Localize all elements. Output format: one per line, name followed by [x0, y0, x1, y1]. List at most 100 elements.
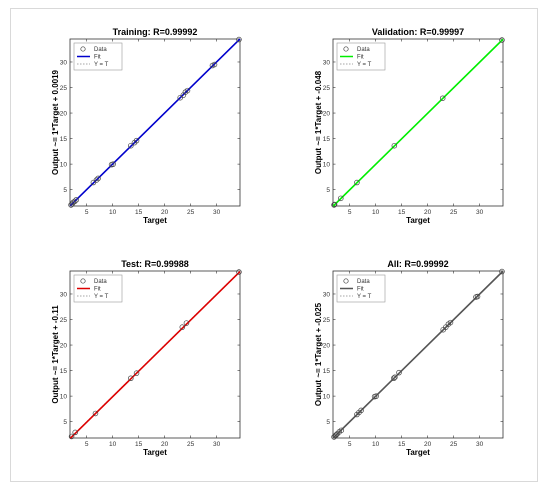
- y-tick-label: 15: [60, 136, 68, 143]
- legend-data-marker: [80, 46, 86, 52]
- y-tick-label: 25: [323, 317, 331, 324]
- data-point: [331, 201, 338, 208]
- y-tick-label: 20: [323, 110, 331, 117]
- data-point: [110, 161, 116, 167]
- y-tick-label: 15: [323, 136, 331, 143]
- y-tick-label: 10: [323, 393, 331, 400]
- x-tick-label: 10: [109, 441, 117, 448]
- x-tick-label: 15: [135, 441, 143, 448]
- legend-data-marker: [343, 278, 349, 284]
- y-axis-label: Output ~= 1*Target + 0.0019: [51, 69, 60, 175]
- plot-panel-1: 5 10 15 20 25 30 5 10 15 20 25 30 Training: R=0.9999…: [51, 27, 242, 225]
- x-axis-label: Target: [143, 448, 167, 457]
- legend-box: [336, 42, 386, 71]
- x-tick-label: 10: [372, 441, 380, 448]
- data-point: [447, 319, 454, 326]
- data-point: [95, 175, 101, 182]
- y-axis-label: Output ~= 1*Target + -0.025: [314, 302, 323, 406]
- legend-entry-fit: Fit: [94, 55, 101, 61]
- x-axis-label: Target: [406, 216, 430, 225]
- data-point: [68, 433, 75, 440]
- y-tick-label: 15: [60, 368, 68, 375]
- legend-entry-identity: Y = T: [357, 294, 372, 300]
- x-tick-label: 30: [476, 209, 484, 216]
- data-point: [333, 432, 339, 438]
- y-tick-label: 5: [63, 187, 67, 194]
- x-tick-label: 5: [348, 441, 352, 448]
- data-point: [236, 36, 242, 43]
- x-axis-label: Target: [406, 448, 430, 457]
- y-tick-label: 20: [60, 110, 68, 117]
- x-tick-label: 10: [372, 209, 380, 216]
- data-point: [128, 375, 134, 381]
- y-tick-label: 5: [326, 419, 330, 426]
- x-tick-label: 20: [424, 209, 432, 216]
- y-tick-label: 15: [323, 368, 331, 375]
- legend-entry-data: Data: [357, 47, 370, 53]
- data-point: [499, 268, 505, 275]
- x-tick-label: 20: [161, 441, 169, 448]
- legend-entry-data: Data: [94, 47, 107, 53]
- data-point: [93, 177, 100, 183]
- data-point: [128, 142, 134, 149]
- plot-title: Training: R=0.99992: [113, 27, 198, 37]
- plot-panel-3: 5 10 15 20 25 30 5 10 15 20 25 30 Test: R=0.99988 Tar…: [51, 259, 242, 457]
- data-point: [373, 393, 379, 399]
- data-point: [73, 197, 79, 203]
- y-tick-label: 10: [323, 161, 331, 168]
- y-tick-label: 10: [60, 393, 68, 400]
- y-tick-label: 5: [63, 419, 67, 426]
- legend-entry-fit: Fit: [357, 287, 364, 293]
- x-tick-label: 25: [450, 209, 458, 216]
- plot-title: Test: R=0.99988: [121, 259, 189, 269]
- y-tick-label: 25: [323, 85, 331, 92]
- x-tick-label: 20: [161, 209, 169, 216]
- data-point: [133, 370, 140, 376]
- x-tick-label: 5: [348, 209, 352, 216]
- plot-panel-2: 5 10 15 20 25 30 5 10 15 20 25 30 Validation: R=0.99…: [314, 27, 505, 225]
- plot-panel-4: 5 10 15 20 25 30 5 10 15 20 25 30 All: R=0.99992 Targ…: [314, 259, 505, 457]
- fit-line: [69, 270, 241, 440]
- legend-entry-data: Data: [94, 279, 107, 285]
- legend-data-marker: [80, 278, 86, 284]
- data-point: [92, 410, 99, 417]
- plot-title: Validation: R=0.99997: [372, 27, 464, 37]
- x-tick-label: 30: [476, 441, 484, 448]
- y-axis-label: Output ~= 1*Target + -0.11: [51, 305, 60, 404]
- y-tick-label: 25: [60, 317, 68, 324]
- legend-entry-identity: Y = T: [94, 294, 109, 300]
- y-tick-label: 5: [326, 187, 330, 194]
- data-point: [338, 427, 345, 434]
- x-tick-label: 15: [398, 209, 406, 216]
- y-tick-label: 20: [323, 342, 331, 349]
- x-tick-label: 5: [85, 209, 89, 216]
- x-tick-label: 10: [109, 209, 117, 216]
- data-point: [184, 87, 191, 94]
- data-point: [183, 320, 190, 326]
- legend-data-marker: [343, 46, 349, 52]
- data-point: [331, 202, 337, 208]
- data-point: [391, 142, 398, 149]
- x-tick-label: 30: [213, 441, 221, 448]
- legend-entry-fit: Fit: [357, 55, 364, 61]
- data-point: [391, 375, 397, 381]
- y-tick-label: 30: [60, 59, 68, 66]
- y-tick-label: 30: [323, 59, 331, 66]
- data-point: [211, 61, 218, 68]
- data-point: [133, 137, 140, 144]
- legend-entry-identity: Y = T: [357, 62, 372, 68]
- x-tick-label: 25: [450, 441, 458, 448]
- data-point: [72, 429, 78, 436]
- x-axis-label: Target: [143, 216, 167, 225]
- x-tick-label: 30: [213, 209, 221, 216]
- y-tick-label: 30: [60, 291, 68, 298]
- data-point: [396, 369, 402, 376]
- x-tick-label: 25: [187, 209, 195, 216]
- legend-entry-data: Data: [357, 279, 370, 285]
- x-tick-label: 15: [135, 209, 143, 216]
- data-point: [236, 269, 242, 275]
